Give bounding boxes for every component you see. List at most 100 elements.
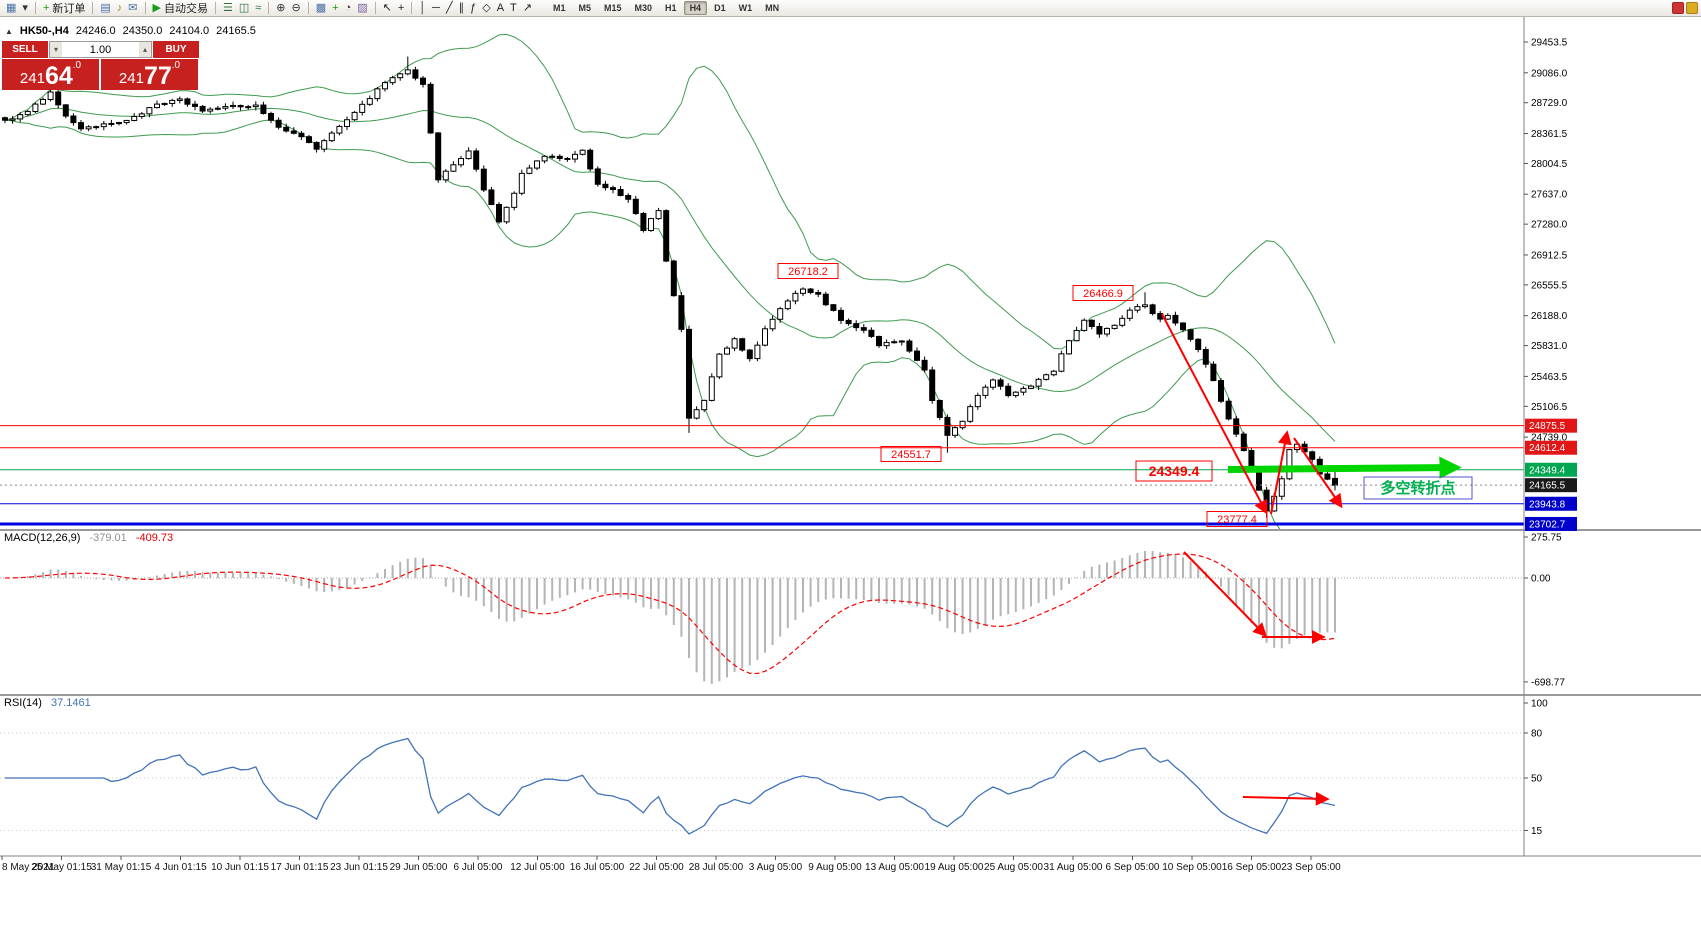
svg-text:0.00: 0.00 [1531,574,1551,585]
new-order-button-glyph: + [42,1,50,14]
new-order-button[interactable]: + 新订单 [40,1,88,16]
chart-window-icon[interactable]: ▦ [3,1,19,16]
chart-profiles-icon[interactable]: ▤ [97,1,113,16]
svg-text:16 Jul 05:00: 16 Jul 05:00 [570,862,625,873]
volume-up-button[interactable]: ▴ [139,42,151,57]
rsi-label: RSI(14) 37.1461 [4,697,91,709]
arrows-icon-glyph: ↗ [522,1,532,14]
channel-icon[interactable]: ∥ [456,1,468,16]
line-chart-icon[interactable]: ≈ [252,1,264,16]
chart-svg[interactable]: 26718.2 26466.9 24551.7 24349.4 23777.4 多空转折点… [0,17,1701,944]
high-value: 24350.0 [122,25,163,37]
timeframe-m5[interactable]: M5 [578,3,592,13]
fibonacci-icon[interactable]: ƒ [467,1,479,16]
toolbar-separator [268,2,270,14]
rsi-name: RSI(14) [4,697,42,709]
svg-text:25 May 01:15: 25 May 01:15 [31,862,92,873]
svg-text:26188.0: 26188.0 [1531,311,1568,322]
svg-text:26466.9: 26466.9 [1083,288,1123,300]
buy-price-main: 241 [118,70,144,87]
window-dropdown[interactable]: ▾ [19,1,31,16]
periods-icon[interactable]: ◔ [342,1,355,16]
zoom-in-icon-glyph: ⊕ [276,1,286,14]
svg-text:23702.7: 23702.7 [1529,519,1566,530]
zoom-out-icon[interactable]: ⊖ [289,1,304,16]
news-icon[interactable]: ✉ [125,1,140,16]
horizontal-line-icon[interactable]: ─ [429,1,443,16]
shapes-icon[interactable]: ◇ [479,1,493,16]
svg-text:4 Jun 01:15: 4 Jun 01:15 [154,862,207,873]
sell-button[interactable]: SELL [2,41,48,58]
svg-text:275.75: 275.75 [1531,532,1562,543]
timeframe-mn[interactable]: MN [765,3,780,13]
chart-window-icon-glyph: ▦ [6,1,17,14]
tile-windows-icon[interactable]: ▩ [313,1,329,16]
svg-text:24739.0: 24739.0 [1531,433,1568,444]
timeframe-h4[interactable]: H4 [683,1,708,15]
svg-text:19 Aug 05:00: 19 Aug 05:00 [925,862,984,873]
svg-text:50: 50 [1531,774,1543,785]
chart-ohlc-header: ▲ HK50-,H4 24246.0 24350.0 24104.0 24165… [5,25,256,37]
candlestick-chart-icon[interactable]: ◫ [236,1,252,16]
zoom-in-icon[interactable]: ⊕ [273,1,288,16]
svg-text:6 Sep 05:00: 6 Sep 05:00 [1106,862,1160,873]
trendline-icon[interactable]: ╱ [443,1,456,16]
svg-text:13 Aug 05:00: 13 Aug 05:00 [865,862,924,873]
crosshair-icon[interactable]: + [395,1,407,16]
cursor-icon[interactable]: ↖ [380,1,395,16]
svg-text:31 May 01:15: 31 May 01:15 [91,862,152,873]
toolbar-separator [411,2,413,14]
svg-text:23943.8: 23943.8 [1529,499,1566,510]
timeframe-w1[interactable]: W1 [738,3,753,13]
sell-price[interactable]: 241 64.0 [2,59,99,90]
volume-down-button[interactable]: ▾ [50,42,62,57]
bars-chart-icon[interactable]: ☰ [220,1,236,16]
chart-profiles-icon-glyph: ▤ [100,1,111,14]
alert-red-icon[interactable] [1672,2,1684,14]
cursor-icon-glyph: ↖ [382,1,392,14]
symbol-period: HK50-,H4 [19,25,69,37]
svg-text:15: 15 [1531,826,1543,837]
macd-pane [0,550,1524,684]
vertical-line-icon[interactable]: │ [416,1,429,16]
timeframe-m1[interactable]: M1 [552,3,566,13]
indicators-icon[interactable]: + [329,1,341,16]
sell-price-sup: .0 [72,60,82,71]
timeframe-m15[interactable]: M15 [604,3,622,13]
buy-price[interactable]: 241 77.0 [101,59,198,90]
svg-text:12 Jul 05:00: 12 Jul 05:00 [510,862,565,873]
autotrading-button[interactable]: ▶ 自动交易 [150,1,211,16]
sell-price-big: 64 [44,62,73,90]
label-icon[interactable]: T [507,1,520,16]
svg-text:24875.5: 24875.5 [1529,421,1566,432]
vertical-line-icon-glyph: │ [419,1,427,14]
text-icon[interactable]: A [494,1,507,16]
close-value: 24165.5 [216,25,256,37]
svg-text:9 Aug 05:00: 9 Aug 05:00 [808,862,862,873]
svg-text:28729.0: 28729.0 [1531,98,1568,109]
trade-panel-prices: 241 64.0 241 77.0 [2,59,199,90]
svg-text:24551.7: 24551.7 [891,449,931,461]
timeframe-h1[interactable]: H1 [665,3,677,13]
axes: 29453.5 29086.0 28729.0 28361.5 28004.5 27637… [0,17,1701,873]
svg-text:24165.5: 24165.5 [1529,481,1566,492]
buy-price-sup: .0 [171,60,181,71]
templates-icon[interactable]: ▨ [354,1,370,16]
sound-alerts-icon[interactable]: ♪ [114,1,126,16]
timeframe-m30[interactable]: M30 [634,3,653,13]
svg-text:24349.4: 24349.4 [1149,463,1200,479]
news-icon-glyph: ✉ [128,1,138,14]
svg-text:28 Jul 05:00: 28 Jul 05:00 [689,862,744,873]
svg-text:80: 80 [1531,729,1543,740]
svg-text:27637.0: 27637.0 [1531,190,1568,201]
shapes-icon-glyph: ◇ [482,1,491,14]
trade-panel-top-row: SELL ▾ 1.00 ▴ BUY [2,41,199,58]
svg-text:3 Aug 05:00: 3 Aug 05:00 [749,862,803,873]
one-click-trading-panel: SELL ▾ 1.00 ▴ BUY 241 64.0 241 77.0 [2,41,199,90]
volume-input[interactable]: ▾ 1.00 ▴ [49,41,152,58]
arrows-icon[interactable]: ↗ [520,1,535,16]
buy-button[interactable]: BUY [153,41,199,58]
timeframe-d1[interactable]: D1 [714,3,726,13]
alert-yellow-icon[interactable] [1686,2,1698,14]
